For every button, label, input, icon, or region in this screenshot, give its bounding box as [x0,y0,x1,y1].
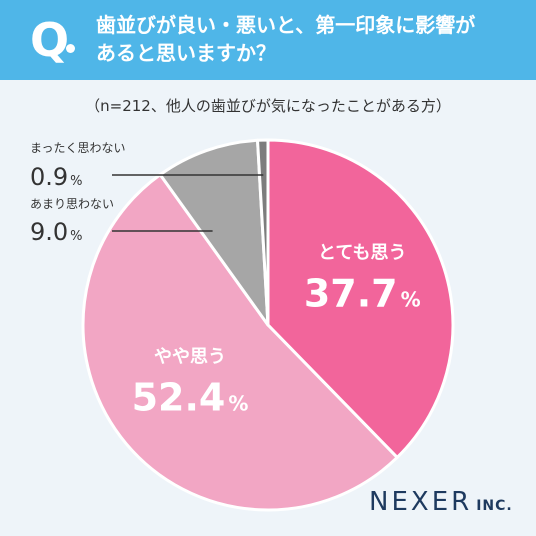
question-mark-dot [66,44,75,53]
callout-value-not-really: 9.0% [30,218,83,246]
question-text: 歯並びが良い・悪いと、第一印象に影響が あると思いますか？ [96,11,516,67]
pie-slice-not-really [158,138,270,327]
slice-value-strong-yes: 37.7% [304,272,421,316]
brand-logo: NEXER INC. [369,487,513,517]
question-mark-label: Q [30,13,70,67]
slice-value-yes: 52.4% [132,375,249,419]
callout-label-not-really: あまり思わない [30,197,114,211]
callout-value-not-at-all: 0.9% [30,163,83,191]
brand-name: NEXER [369,487,473,517]
slice-label-yes: やや思う [154,346,226,367]
question-line-1: 歯並びが良い・悪いと、第一印象に影響が [96,13,476,37]
sample-note: （n=212、他人の歯並びが気になったことがある方） [85,97,451,115]
pie-slice-strong-yes [266,138,455,459]
callout-label-not-at-all: まったく思わない [30,141,126,155]
pie-slice-not-at-all [256,138,270,327]
brand-suffix: INC. [476,498,513,514]
pie-slice-yes [81,173,399,512]
question-line-2: あると思いますか？ [96,41,276,65]
slice-label-strong-yes: とても思う [318,243,407,264]
question-banner: Q 歯並びが良い・悪いと、第一印象に影響が あると思いますか？ [0,0,536,80]
